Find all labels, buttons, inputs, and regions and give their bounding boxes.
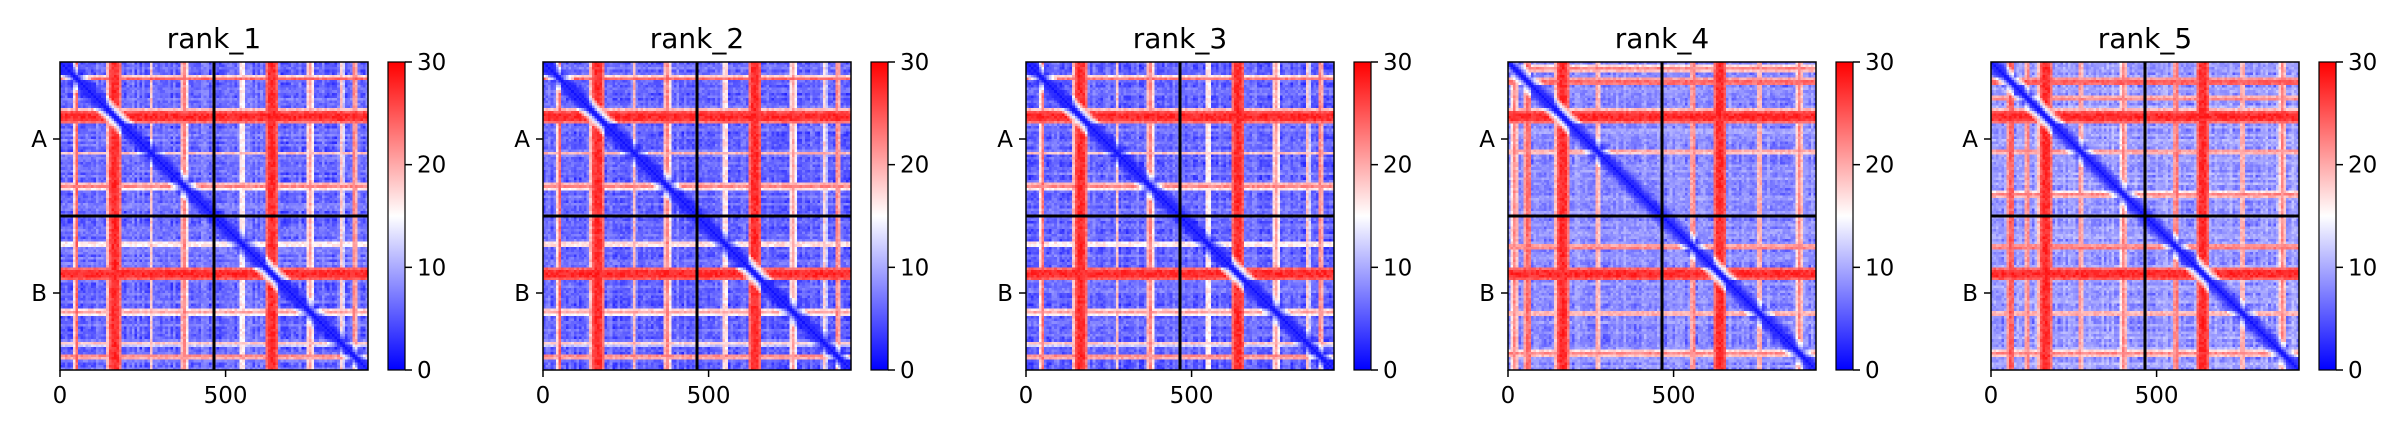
x-tick-label: 0 [536,383,551,409]
x-tick-label: 0 [53,383,68,409]
colorbar-tick-label: 0 [900,358,915,384]
colorbar-tick-label: 10 [900,255,929,281]
y-tick-label: B [514,281,530,307]
colorbar-tick-label: 10 [1383,255,1412,281]
plot-frame [542,61,852,371]
y-tick-label: A [1962,127,1978,153]
x-tick-label: 500 [1170,383,1214,409]
colorbar [1835,61,1854,371]
plot-frame [1507,61,1817,371]
y-tick-label: B [1479,281,1495,307]
x-tick-label: 0 [1501,383,1516,409]
colorbar-tick-label: 30 [2348,50,2377,76]
colorbar-tick-label: 30 [417,50,446,76]
y-tick-label: A [514,127,530,153]
colorbar-tick-label: 30 [900,50,929,76]
colorbar-tick-label: 30 [1383,50,1412,76]
panel-title: rank_3 [1133,22,1227,55]
x-tick-label: 500 [1652,383,1696,409]
y-tick-label: B [1962,281,1978,307]
x-tick-label: 500 [204,383,248,409]
x-tick-label: 0 [1019,383,1034,409]
colorbar [2318,61,2337,371]
colorbar-tick-label: 0 [417,358,432,384]
y-tick-label: B [31,281,47,307]
heatmap-panel-3: rank_3 0 500 A B 0 10 20 30 [997,22,1412,409]
plot-frame [59,61,369,371]
plot-frame [1025,61,1335,371]
x-tick-label: 500 [687,383,731,409]
colorbar-tick-label: 10 [1865,255,1894,281]
heatmap-panel-5: rank_5 0 500 A B 0 10 20 30 [1962,22,2377,409]
colorbar [387,61,406,371]
colorbar-tick-label: 20 [1865,153,1894,179]
x-tick-label: 0 [1984,383,1999,409]
y-tick-label: A [1479,127,1495,153]
panel-title: rank_5 [2098,22,2192,55]
panel-title: rank_2 [650,22,744,55]
y-tick-label: B [997,281,1013,307]
colorbar-tick-label: 0 [1383,358,1398,384]
colorbar-tick-label: 0 [1865,358,1880,384]
colorbar-tick-label: 30 [1865,50,1894,76]
plot-frame [1990,61,2300,371]
colorbar-tick-label: 20 [1383,153,1412,179]
colorbar-tick-label: 20 [2348,153,2377,179]
heatmap-panel-1: rank_1 0 500 A B 0 10 20 30 [31,22,446,409]
heatmap-panel-2: rank_2 0 500 A B 0 10 20 30 [514,22,929,409]
y-tick-label: A [31,127,47,153]
colorbar-tick-label: 0 [2348,358,2363,384]
panel-title: rank_1 [167,22,261,55]
heatmap-panel-4: rank_4 0 500 A B 0 10 20 30 [1479,22,1894,409]
colorbar-tick-label: 20 [417,153,446,179]
colorbar-tick-label: 20 [900,153,929,179]
x-tick-label: 500 [2135,383,2179,409]
colorbar-tick-label: 10 [2348,255,2377,281]
y-tick-label: A [997,127,1013,153]
colorbar [1353,61,1372,371]
colorbar-tick-label: 10 [417,255,446,281]
panel-title: rank_4 [1615,22,1709,55]
colorbar [870,61,889,371]
